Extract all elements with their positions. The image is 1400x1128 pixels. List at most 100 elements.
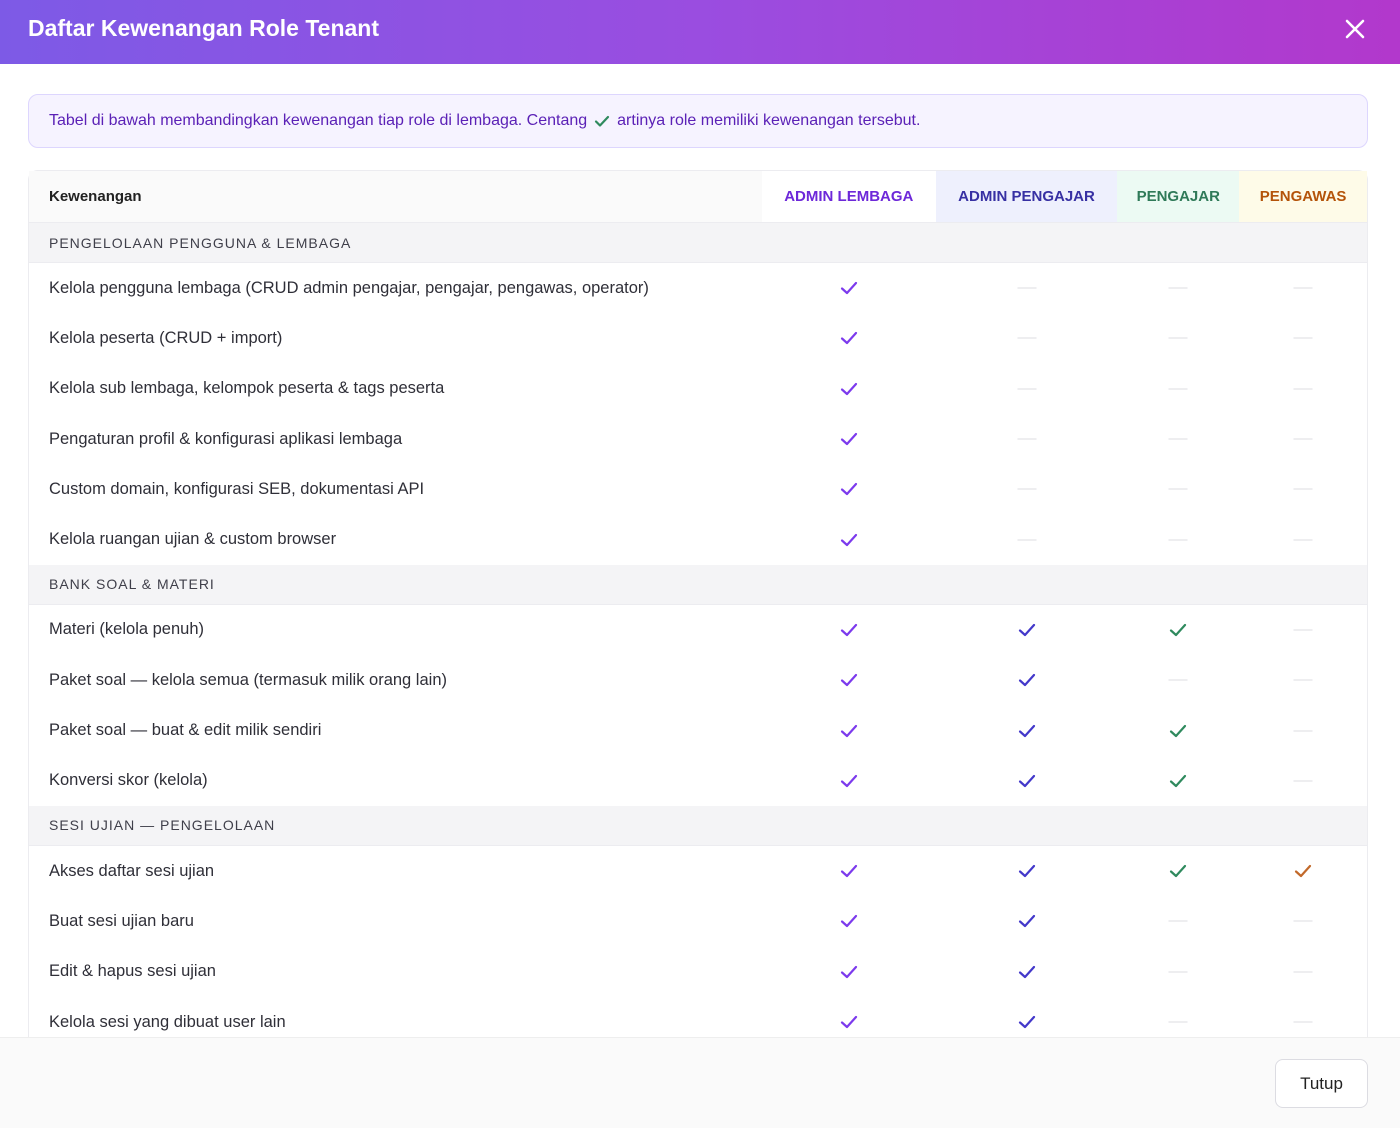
dash bbox=[1293, 729, 1313, 732]
permission-cell bbox=[1117, 514, 1239, 564]
check-icon bbox=[595, 115, 610, 127]
permission-cell bbox=[762, 655, 936, 705]
permission-cell bbox=[1117, 655, 1239, 705]
dash bbox=[1293, 337, 1313, 340]
dash bbox=[1016, 337, 1037, 340]
dash bbox=[1168, 1021, 1188, 1023]
notice-text: Tabel di bawah membandingkan kewenangan … bbox=[49, 112, 588, 129]
permission-table: Kewenangan ADMIN LEMBAGA ADMIN PENGAJAR PEN… bbox=[28, 170, 1368, 1037]
check bbox=[1018, 865, 1035, 878]
permission-cell bbox=[762, 414, 936, 464]
check bbox=[1170, 623, 1187, 637]
permission-cell bbox=[1239, 997, 1367, 1037]
dash bbox=[1168, 679, 1188, 681]
check bbox=[1018, 1015, 1035, 1029]
permission-cell bbox=[1117, 896, 1239, 946]
table-row: Buat sesi ujian baru bbox=[29, 896, 1367, 946]
dash bbox=[1293, 538, 1313, 541]
check bbox=[1018, 724, 1035, 737]
permission-cell bbox=[1239, 514, 1367, 564]
permission-label: Akses daftar sesi ujian bbox=[49, 861, 215, 880]
permission-cell bbox=[1239, 263, 1367, 313]
dash bbox=[1016, 287, 1037, 289]
modal-body: Tabel di bawah membandingkan kewenangan … bbox=[0, 64, 1400, 1037]
check bbox=[840, 915, 857, 928]
check bbox=[1170, 774, 1187, 787]
permission-cell bbox=[936, 756, 1118, 806]
dash bbox=[1168, 337, 1188, 340]
permission-cell bbox=[762, 947, 936, 997]
permission-label: Edit & hapus sesi ujian bbox=[49, 962, 216, 981]
permission-cell bbox=[762, 997, 936, 1037]
permission-cell bbox=[762, 464, 936, 514]
table-row: Kelola pengguna lembaga (CRUD admin peng… bbox=[29, 263, 1367, 313]
check bbox=[840, 623, 857, 637]
check bbox=[1018, 774, 1035, 787]
permission-cell bbox=[1117, 313, 1239, 363]
table-row: Edit & hapus sesi ujian bbox=[29, 947, 1367, 997]
column-header: PENGAWAS bbox=[1239, 171, 1367, 222]
permission-cell bbox=[1239, 947, 1367, 997]
check bbox=[1170, 724, 1187, 737]
check bbox=[1018, 623, 1035, 637]
permission-label: Kelola pengguna lembaga (CRUD admin peng… bbox=[49, 278, 649, 297]
column-header: PENGAJAR bbox=[1117, 171, 1240, 222]
column-header: ADMIN PENGAJAR bbox=[935, 171, 1118, 222]
permission-cell bbox=[936, 997, 1118, 1037]
permission-cell bbox=[762, 263, 936, 313]
table-row: Custom domain, konfigurasi SEB, dokument… bbox=[29, 464, 1367, 514]
permission-cell bbox=[762, 514, 936, 564]
dash bbox=[1293, 780, 1313, 782]
permission-label: Kelola sub lembaga, kelompok peserta & t… bbox=[49, 379, 445, 398]
permission-cell bbox=[1117, 464, 1239, 514]
table-row: Paket soal — kelola semua (termasuk mili… bbox=[29, 655, 1367, 705]
permission-cell bbox=[762, 705, 936, 755]
check bbox=[840, 1015, 857, 1029]
check bbox=[840, 533, 857, 546]
check bbox=[840, 865, 857, 878]
dash bbox=[1168, 287, 1188, 289]
permission-label: Konversi skor (kelola) bbox=[49, 771, 208, 790]
permission-cell bbox=[936, 605, 1118, 655]
permission-cell bbox=[1117, 756, 1239, 806]
permission-cell bbox=[936, 414, 1118, 464]
dash bbox=[1293, 971, 1313, 973]
check bbox=[1294, 865, 1312, 878]
permission-cell bbox=[1239, 464, 1367, 514]
table-row: Paket soal — buat & edit milik sendiri bbox=[29, 705, 1367, 755]
check bbox=[1018, 674, 1035, 687]
permission-label: Custom domain, konfigurasi SEB, dokument… bbox=[49, 479, 425, 498]
permission-cell bbox=[1239, 605, 1367, 655]
permission-cell bbox=[1239, 414, 1367, 464]
check bbox=[1018, 965, 1035, 978]
permission-cell bbox=[1117, 364, 1239, 414]
check bbox=[840, 332, 857, 345]
permission-label: Paket soal — kelola semua (termasuk mili… bbox=[49, 670, 447, 689]
permission-cell bbox=[1117, 263, 1239, 313]
permission-cell bbox=[936, 846, 1118, 896]
check bbox=[840, 432, 857, 446]
section-title: SESI UJIAN — PENGELOLAAN bbox=[29, 805, 1367, 846]
permission-cell bbox=[762, 756, 936, 806]
check bbox=[840, 965, 857, 978]
column-header: Kewenangan bbox=[29, 171, 762, 222]
dash bbox=[1016, 388, 1037, 390]
close-footer-button[interactable]: Tutup bbox=[1275, 1059, 1368, 1108]
permission-label: Kelola peserta (CRUD + import) bbox=[49, 328, 283, 347]
table-row: Materi (kelola penuh) bbox=[29, 605, 1367, 655]
notice-text: artinya role memiliki kewenangan tersebu… bbox=[617, 112, 921, 129]
check bbox=[840, 724, 857, 737]
permission-cell bbox=[1117, 705, 1239, 755]
close-button[interactable] bbox=[1342, 16, 1368, 42]
dash bbox=[1293, 629, 1313, 631]
table-row: Pengaturan profil & konfigurasi aplikasi… bbox=[29, 414, 1367, 464]
permission-cell bbox=[936, 364, 1118, 414]
table-header: Kewenangan ADMIN LEMBAGA ADMIN PENGAJAR PEN… bbox=[29, 171, 1367, 223]
dash bbox=[1168, 920, 1188, 923]
dash bbox=[1016, 488, 1037, 490]
dash bbox=[1293, 388, 1313, 390]
table-row: Kelola ruangan ujian & custom browser bbox=[29, 514, 1367, 564]
dash bbox=[1168, 538, 1188, 541]
check bbox=[840, 282, 857, 295]
